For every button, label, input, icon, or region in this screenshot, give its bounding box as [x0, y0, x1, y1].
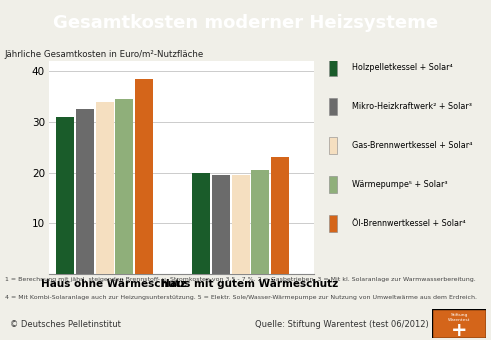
Text: Stiftung
Warentest: Stiftung Warentest: [448, 313, 470, 322]
Text: Gesamtkosten moderner Heizsysteme: Gesamtkosten moderner Heizsysteme: [53, 14, 438, 32]
Bar: [251, 170, 269, 274]
Bar: [115, 99, 134, 274]
Text: Öl-Brennwertkessel + Solar⁴: Öl-Brennwertkessel + Solar⁴: [352, 219, 465, 228]
Bar: [212, 175, 230, 274]
Text: Quelle: Stiftung Warentest (test 06/2012): Quelle: Stiftung Warentest (test 06/2012…: [255, 320, 429, 329]
FancyBboxPatch shape: [329, 137, 337, 154]
Bar: [96, 102, 114, 274]
Text: Mikro-Heizkraftwerk² + Solar³: Mikro-Heizkraftwerk² + Solar³: [352, 102, 471, 111]
Text: Jährliche Gesamtkosten in Euro/m²-Nutzfläche: Jährliche Gesamtkosten in Euro/m²-Nutzfl…: [4, 50, 203, 59]
Text: Wärmepumpe⁵ + Solar³: Wärmepumpe⁵ + Solar³: [352, 180, 447, 189]
Text: © Deutsches Pelletinstitut: © Deutsches Pelletinstitut: [10, 320, 121, 329]
Bar: [56, 117, 75, 274]
FancyBboxPatch shape: [329, 215, 337, 232]
Bar: [76, 109, 94, 274]
Text: 1 = Berechnung mit jährl. steigenden Brennstoff- u. Stromkosten von 3,5 - 7 %. 2: 1 = Berechnung mit jährl. steigenden Bre…: [5, 277, 476, 282]
Text: Holzpelletkessel + Solar⁴: Holzpelletkessel + Solar⁴: [352, 63, 452, 72]
Text: Gas-Brennwertkessel + Solar⁴: Gas-Brennwertkessel + Solar⁴: [352, 141, 472, 150]
FancyBboxPatch shape: [432, 309, 486, 338]
Bar: [192, 172, 210, 274]
FancyBboxPatch shape: [329, 59, 337, 76]
Bar: [232, 175, 249, 274]
Text: 4 = Mit Kombi-Solaranlage auch zur Heizungsunterstützung. 5 = Elektr. Sole/Wasse: 4 = Mit Kombi-Solaranlage auch zur Heizu…: [5, 295, 477, 300]
FancyBboxPatch shape: [329, 98, 337, 115]
Bar: [135, 79, 153, 274]
Bar: [271, 157, 289, 274]
Text: +: +: [451, 321, 467, 340]
FancyBboxPatch shape: [329, 176, 337, 193]
